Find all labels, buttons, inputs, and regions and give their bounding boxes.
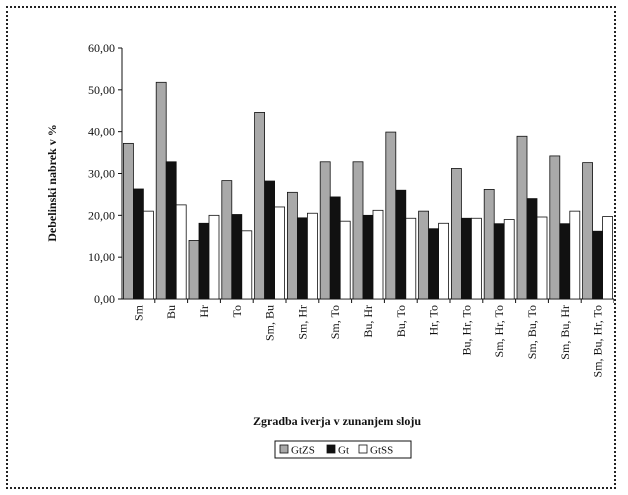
bar-gtzs — [254, 112, 266, 300]
bar-gtss — [208, 214, 220, 300]
bar-gt — [559, 223, 571, 300]
x-axis-label: Zgradba iverja v zunanjem sloju — [253, 414, 421, 428]
y-tick-label: 50,00 — [88, 83, 115, 97]
bar-gtss — [438, 222, 450, 300]
legend-label-gtss: GtSS — [370, 445, 393, 457]
legend-label-gtzs: GtZS — [291, 445, 315, 457]
bar-gtzs — [352, 161, 364, 300]
y-tick-label: 10,00 — [88, 250, 115, 264]
bar-gtzs — [155, 81, 167, 300]
bar-gtss — [569, 210, 581, 300]
bar-gtss — [339, 220, 351, 300]
bar-gtzs — [483, 188, 495, 300]
bar-gt — [460, 217, 472, 300]
bar-gtss — [503, 219, 515, 300]
chart-frame: 0,00 10,00 20,00 30,00 40,00 50,00 60,00 Sm Bu Hr… — [6, 6, 616, 489]
y-tick-label: 60,00 — [88, 41, 115, 55]
bar-gt — [592, 230, 603, 300]
bar-gtss — [142, 210, 154, 300]
bar-gt — [428, 228, 440, 300]
x-tick-label: Hr, To — [427, 305, 441, 335]
bar-gtzs — [385, 131, 397, 300]
x-tick-label: Bu — [164, 305, 178, 319]
bar-gt — [362, 214, 374, 300]
bar-gt — [526, 198, 538, 300]
bar-gt — [264, 180, 276, 300]
x-tick-label: Sm, Hr, To — [492, 305, 506, 357]
legend: GtZS Gt GtSS — [274, 440, 412, 459]
bar-gtss — [241, 230, 253, 300]
x-tick-label: Sm, To — [328, 305, 342, 339]
legend-swatch-gt — [326, 444, 336, 454]
bar-gtss — [306, 212, 318, 300]
x-tick-label: Bu, Hr — [361, 305, 375, 338]
bar-gtss — [372, 209, 384, 300]
bar-gt — [296, 217, 308, 300]
bar-gt — [231, 214, 243, 300]
axes: 0,00 10,00 20,00 30,00 40,00 50,00 60,00 Sm Bu Hr… — [88, 41, 614, 377]
bar-gtzs — [516, 135, 528, 300]
legend-box — [274, 440, 412, 459]
bar-gtzs — [221, 180, 233, 300]
bar-gtss — [470, 217, 482, 300]
y-tick-label: 20,00 — [88, 208, 115, 222]
bar-gtzs — [319, 161, 331, 300]
x-tick-label: Sm, Hr — [295, 305, 309, 340]
x-tick-label: Bu, To — [394, 305, 408, 337]
bar-gtzs — [582, 162, 593, 300]
x-tick-label: Sm, Bu, To — [525, 305, 539, 359]
x-tick-label: Bu, Hr, To — [459, 305, 473, 355]
legend-label-gt: Gt — [338, 445, 349, 457]
bar-gt — [133, 188, 144, 300]
bar-gt — [395, 189, 407, 300]
bar-gtss — [175, 204, 187, 300]
y-tick-label: 0,00 — [94, 292, 115, 306]
bar-gtss — [274, 206, 286, 300]
x-tick-label: Sm — [131, 304, 145, 321]
bar-gt — [493, 223, 505, 300]
x-tick-label: Hr — [197, 305, 211, 318]
bar-chart: 0,00 10,00 20,00 30,00 40,00 50,00 60,00 Sm Bu Hr… — [45, 41, 614, 459]
x-tick-label: Sm, Bu — [263, 305, 277, 341]
legend-swatch-gtss — [358, 444, 368, 454]
legend-swatch-gtzs — [279, 444, 289, 454]
x-tick-label: To — [230, 305, 244, 318]
bar-gtss — [602, 216, 613, 300]
y-axis-label: Debelinski nabrek v % — [45, 124, 59, 241]
bar-gtzs — [450, 168, 462, 300]
bar-gtss — [405, 217, 417, 300]
bar-gt — [198, 222, 210, 300]
bar-gtzs — [286, 191, 298, 300]
bar-gtzs — [549, 155, 561, 300]
bars — [123, 81, 613, 300]
bar-gtzs — [188, 240, 200, 300]
x-tick-label: Sm, Bu, Hr — [558, 305, 572, 360]
bar-gt — [165, 161, 177, 300]
bar-gtss — [536, 216, 548, 300]
y-tick-label: 40,00 — [88, 125, 115, 139]
bar-gt — [329, 196, 341, 300]
y-tick-label: 30,00 — [88, 167, 115, 181]
bar-gtzs — [418, 210, 430, 300]
x-tick-label: Sm, Bu, Hr, To — [591, 305, 605, 377]
bar-gtzs — [123, 142, 134, 300]
